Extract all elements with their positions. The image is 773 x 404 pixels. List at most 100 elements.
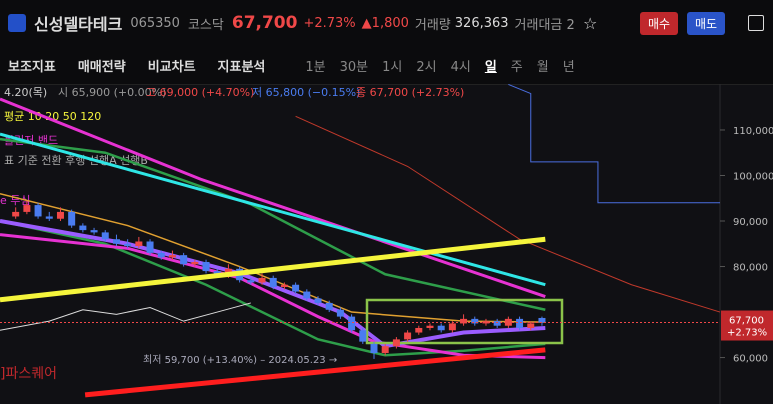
candle-body [112,239,120,244]
tool-button[interactable]: 매매전략 [77,59,126,75]
candle-body [247,280,255,283]
period-button[interactable]: 2시 [416,59,437,75]
candle-body [280,284,288,288]
candle-body [437,325,445,331]
period-button[interactable]: 년 [562,59,575,75]
buy-button[interactable]: 매수 [640,11,679,35]
y-tick-label: 80,000 [733,263,768,274]
tool-button[interactable]: 비교차트 [147,59,196,75]
candle-body [325,302,333,310]
volume-label: 거래량 [414,17,451,33]
star-icon[interactable]: ☆ [583,13,598,33]
indicator-line [0,233,546,360]
volume: 326,363 [454,15,509,31]
candle-body [269,277,277,288]
legend-low: 저 65,800 (−0.15%) [252,86,360,99]
price-tag-label: 67,700 [729,316,764,327]
legend-high: 고 69,000 (+4.70%) [146,86,254,99]
period-button[interactable]: 1분 [305,59,326,75]
legend-sentiment: e 투심 [0,194,31,207]
chart: 4.20(목) 시 65,900 (+0.00%) 고 69,000 (+4.7… [0,84,773,404]
candle-body [258,277,266,283]
low-annotation: 최저 59,700 (+13.40%) – 2024.05.23 → [143,354,337,366]
candle-body [426,325,434,328]
indicator-line [0,219,546,357]
amount-label: 거래대금 2 [514,17,575,33]
indicator-line [295,115,721,313]
y-tick-label: 90,000 [733,217,768,228]
candle-body [493,321,501,326]
y-tick-label: 100,000 [733,171,773,182]
change-pct: +2.73% [303,15,356,31]
candle-body [303,291,311,299]
highlight-box [365,298,564,345]
candle-body [191,261,199,265]
candle-body [135,241,143,247]
candle-body [527,323,535,328]
candle-body [23,205,31,212]
legend-close: 종 67,700 (+2.73%) [356,86,464,99]
candle-body [348,316,356,331]
candle-body [538,317,546,323]
candle-body [45,216,53,219]
candle-body [471,318,479,324]
candle-body [381,346,389,354]
market: 코스닥 [187,17,224,33]
candle-body [359,330,367,342]
y-tick-label: 60,000 [733,354,768,365]
logo [8,14,26,32]
candle-body [12,211,20,217]
price: 67,700 [231,13,298,33]
candle-body [448,323,456,331]
legend-date: 4.20(목) [4,86,47,99]
panel-icon[interactable] [748,15,764,31]
candle-body [404,332,412,340]
sell-button[interactable]: 매도 [687,11,726,35]
brand: ]파스퀘어 [0,366,57,382]
indicator-line [0,97,546,298]
indicator-line [0,132,546,287]
toolbar: 보조지표 매매전략 비교차트 지표분석 1분 30분 1시 2시 4시 일 주 월 년 [0,46,773,85]
candle-body [292,284,300,292]
candle-body [168,255,176,258]
tool-button[interactable]: 보조지표 [8,59,56,75]
tool-button[interactable]: 지표분석 [217,59,266,75]
indicator-line [508,84,720,204]
legend-open: 시 65,900 (+0.00%) [58,86,166,99]
candle-body [90,230,98,233]
candle-body [68,211,76,226]
period-button[interactable]: 일 [484,59,497,75]
period-button[interactable]: 30분 [339,59,369,75]
candle-body [157,252,165,258]
legend-ma: 평균 10 20 50 120 [4,110,101,123]
stock-name: 신성델타테크 [34,15,123,34]
candle-body [202,261,210,272]
indicator-line [0,236,546,303]
period-button[interactable]: 월 [536,59,549,75]
indicator-line [0,302,251,331]
candle-body [101,232,109,240]
candle-body [180,255,188,265]
indicator-line [0,192,546,323]
candle-body [516,318,524,328]
candle-body [79,225,87,231]
candle-body [392,339,400,347]
indicator-line [84,347,546,398]
period-button[interactable]: 4시 [450,59,471,75]
header: 신성델타테크 065350 코스닥 67,700 +2.73% ▲1,800 거… [0,0,773,46]
candle-body [460,318,468,324]
change: ▲1,800 [361,15,409,31]
price-tag-change: +2.73% [727,328,767,339]
candle-body [415,327,423,333]
period-button[interactable]: 1시 [382,59,403,75]
candle-body [370,343,378,354]
candle-body [124,243,132,247]
y-tick-label: 110,000 [733,126,773,137]
candle-body [34,205,42,217]
period-button[interactable]: 주 [510,59,523,75]
candle-body [146,241,154,253]
price-tag [721,310,773,341]
candle-body [314,298,322,303]
code: 065350 [130,15,180,31]
